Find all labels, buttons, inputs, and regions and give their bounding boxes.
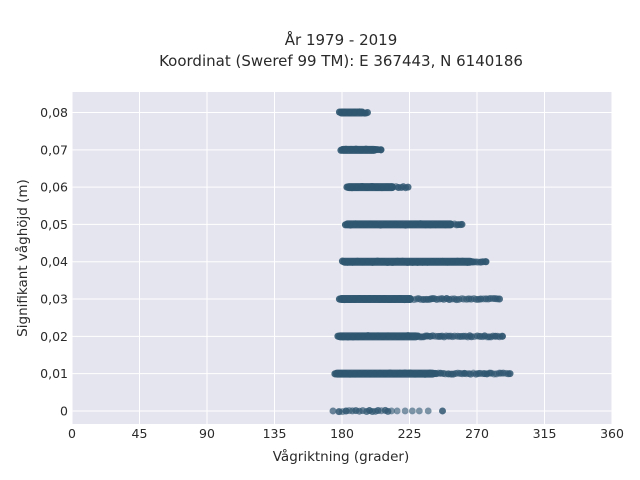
data-point [369, 332, 377, 340]
y-tick-label: 0,02 [40, 329, 68, 344]
data-point [381, 220, 390, 228]
series-0-05 [341, 220, 466, 229]
chart-title-line1: År 1979 - 2019 [285, 30, 398, 49]
data-point [336, 369, 344, 378]
x-axis-label: Vågriktning (grader) [273, 448, 410, 465]
data-points [329, 108, 514, 416]
y-axis-label: Signifikant våghöjd (m) [14, 179, 31, 337]
data-point [415, 407, 423, 415]
data-point [371, 369, 379, 378]
data-point [383, 183, 391, 191]
data-point [340, 295, 349, 304]
data-point [356, 220, 365, 228]
x-axis-ticks: 0 45 90 135 180 225 270 315 360 [68, 426, 624, 441]
data-point [401, 369, 409, 377]
data-point [482, 258, 490, 266]
data-point [377, 146, 385, 154]
data-point [339, 333, 347, 341]
data-point [403, 258, 412, 266]
x-tick-label: 0 [68, 426, 76, 441]
series-0-07 [337, 145, 385, 154]
y-tick-label: 0,06 [40, 180, 68, 195]
y-tick-label: 0,04 [40, 254, 68, 269]
x-tick-label: 90 [199, 426, 215, 441]
data-point [439, 407, 446, 415]
data-point [413, 258, 422, 266]
series-0-03 [335, 294, 503, 304]
data-point [401, 407, 409, 415]
data-point [404, 183, 412, 191]
x-tick-label: 225 [398, 426, 422, 441]
series-0-06 [343, 182, 412, 192]
data-point [393, 257, 402, 265]
y-tick-label: 0,01 [40, 366, 68, 381]
x-tick-label: 45 [132, 426, 148, 441]
data-point [506, 370, 514, 378]
data-point [431, 220, 440, 229]
x-tick-label: 360 [600, 426, 624, 441]
data-point [375, 295, 384, 303]
data-point [496, 295, 503, 303]
data-point [499, 332, 506, 340]
x-tick-label: 270 [465, 426, 489, 441]
data-point [418, 258, 427, 266]
series-0-04 [338, 257, 490, 266]
chart-title-line2: Koordinat (Sweref 99 TM): E 367443, N 61… [159, 52, 523, 70]
series-0-01 [331, 369, 514, 378]
data-point [364, 109, 371, 117]
y-tick-label: 0,03 [40, 292, 68, 307]
y-tick-label: 0 [60, 403, 68, 418]
x-tick-label: 180 [330, 426, 354, 441]
data-point [360, 295, 369, 303]
data-point [424, 407, 432, 415]
data-point [346, 370, 354, 378]
data-point [388, 407, 395, 415]
data-point [408, 258, 417, 266]
y-tick-label: 0,08 [40, 105, 68, 120]
chart-title: År 1979 - 2019 Koordinat (Sweref 99 TM):… [159, 30, 523, 70]
data-point [329, 407, 337, 415]
data-point [453, 257, 462, 265]
data-point [383, 258, 392, 266]
data-point [384, 332, 392, 340]
data-point [367, 145, 375, 154]
data-point [342, 145, 350, 153]
data-point [390, 295, 399, 303]
y-axis-ticks: 0 0,01 0,02 0,03 0,04 0,05 0,06 0,07 0,08 [40, 105, 68, 418]
series-0 [329, 406, 446, 416]
data-point [458, 220, 466, 228]
data-point [356, 370, 364, 378]
data-point [344, 333, 352, 341]
series-0-08 [335, 108, 371, 117]
data-point [421, 221, 430, 229]
y-tick-label: 0,07 [40, 142, 68, 157]
x-tick-label: 315 [533, 426, 557, 441]
data-point [408, 407, 416, 415]
y-tick-label: 0,05 [40, 217, 68, 232]
x-tick-label: 135 [263, 426, 287, 441]
data-point [393, 407, 401, 415]
data-point [343, 258, 352, 266]
series-0-02 [334, 332, 506, 341]
